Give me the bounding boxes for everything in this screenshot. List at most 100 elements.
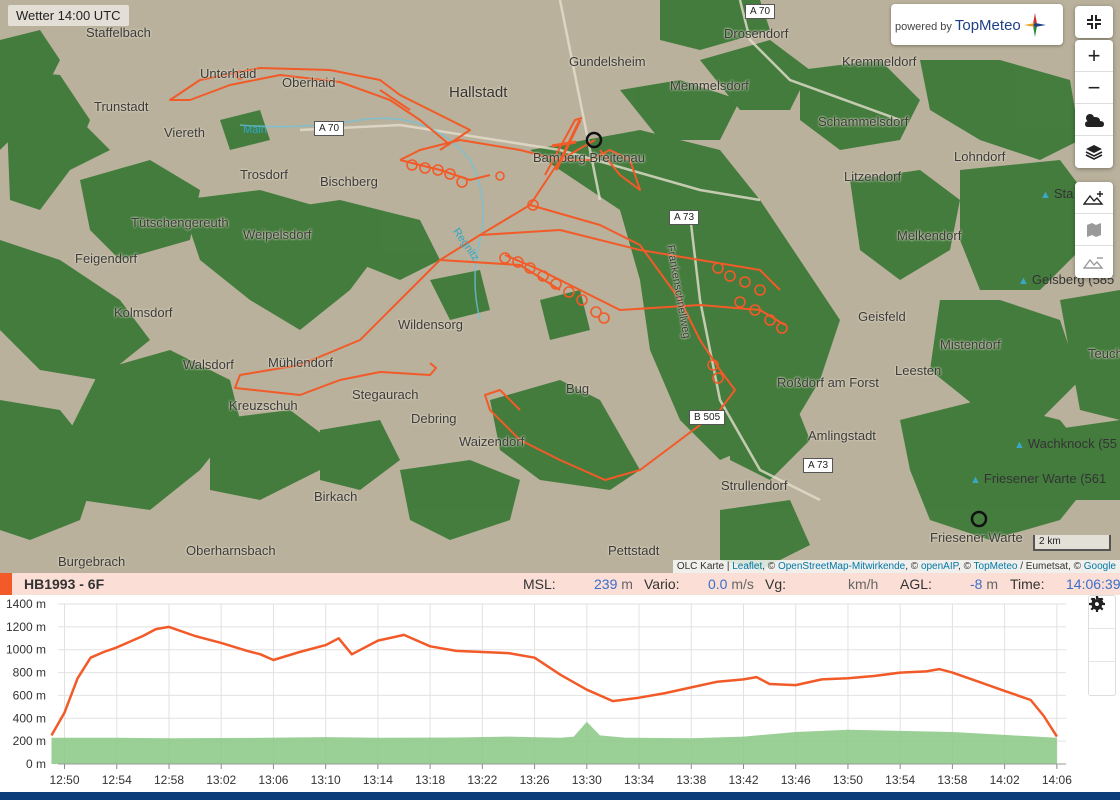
place-label: Burgebrach: [58, 554, 126, 569]
collapse-icon: [1087, 15, 1101, 29]
place-label: Amlingstadt: [808, 428, 876, 443]
zoom-out-button[interactable]: −: [1075, 72, 1113, 104]
openaip-link[interactable]: openAIP: [920, 561, 959, 572]
osm-link[interactable]: OpenStreetMap-Mitwirkende: [777, 561, 906, 572]
finish-turnpoint: [970, 510, 988, 528]
vg-label: Vg:: [765, 576, 787, 592]
compass-star-icon: [1023, 12, 1046, 37]
place-label: Memmelsdorf: [670, 78, 749, 93]
msl-unit: m: [621, 576, 633, 592]
altitude-profile[interactable]: 0 m 200 m 400 m 600 m 800 m 1000 m 1200 m 1400 …: [0, 595, 1120, 792]
place-label: Staffelbach: [86, 25, 151, 40]
powered-by-text: powered by: [895, 20, 952, 33]
place-label: Teuch: [1088, 346, 1120, 361]
place-label: Weipelsdorf: [243, 227, 312, 242]
terrain-add-button[interactable]: [1075, 182, 1113, 214]
river-label: Main: [243, 124, 267, 136]
topmeteo-brand: TopMeteo: [954, 17, 1021, 34]
ground-elevation-area: [51, 721, 1057, 764]
time-readout: 14:06:39: [1066, 576, 1120, 592]
agl-value: -8: [970, 576, 983, 592]
weather-layer-button[interactable]: [1075, 104, 1113, 136]
layers-icon: [1085, 145, 1103, 160]
x-tick-label: 12:50: [50, 773, 80, 787]
x-tick-label: 13:02: [206, 773, 236, 787]
x-tick-label: 13:22: [467, 773, 497, 787]
peak-label: ▲ Sta: [1040, 186, 1074, 201]
magnet-icon: [1092, 598, 1102, 610]
place-label: Litzendorf: [844, 169, 902, 184]
place-label: Kolmsdorf: [114, 305, 173, 320]
place-label: Bug: [566, 381, 590, 396]
agl-label: AGL:: [900, 576, 932, 592]
y-tick-label: 600 m: [13, 688, 46, 702]
x-tick-label: 13:18: [415, 773, 445, 787]
zoom-in-button[interactable]: +: [1075, 40, 1113, 72]
bottom-strip: [0, 792, 1120, 800]
leaflet-link[interactable]: Leaflet: [732, 561, 763, 572]
terrain-remove-icon: [1083, 257, 1104, 269]
altitude-chart[interactable]: 0 m 200 m 400 m 600 m 800 m 1000 m 1200 m 1400 …: [0, 595, 1085, 792]
x-tick-label: 13:58: [937, 773, 967, 787]
msl-label: MSL:: [523, 576, 556, 592]
vario-label: Vario:: [644, 576, 680, 592]
place-label: Oberharnsbach: [186, 543, 276, 558]
x-tick-label: 13:26: [520, 773, 550, 787]
road-shield: A 70: [314, 121, 345, 136]
flight-color-swatch: [0, 573, 12, 595]
x-tick-label: 13:06: [258, 773, 288, 787]
x-tick-label: 14:02: [990, 773, 1020, 787]
topmeteo-logo[interactable]: powered by TopMeteo: [891, 4, 1063, 45]
x-tick-label: 13:54: [885, 773, 915, 787]
x-tick-label: 13:10: [311, 773, 341, 787]
place-label: Drosendorf: [724, 26, 789, 41]
vario-unit: m/s: [731, 576, 754, 592]
topmeteo-link[interactable]: TopMeteo: [973, 561, 1018, 572]
place-label: Wildensorg: [398, 317, 464, 332]
place-label: Tütschengereuth: [131, 215, 229, 230]
map-pins-button[interactable]: [1075, 214, 1113, 246]
road-shield: A 73: [803, 458, 834, 473]
x-tick-label: 13:42: [728, 773, 758, 787]
live-tracking-button[interactable]: [1089, 597, 1115, 662]
y-tick-label: 200 m: [13, 734, 46, 748]
place-label: Walsdorf: [183, 357, 234, 372]
vario-readout: 0.0 m/s: [708, 576, 754, 592]
snap-button[interactable]: [1089, 598, 1115, 695]
place-label: Geisfeld: [858, 309, 906, 324]
place-label: Feigendorf: [75, 251, 138, 266]
time-label: Time:: [1010, 576, 1045, 592]
place-label: Viereth: [164, 125, 205, 140]
place-label: Gundelsheim: [569, 54, 646, 69]
road-shield: A 70: [745, 4, 776, 19]
map-pins-icon: [1087, 222, 1101, 237]
agl-readout: -8 m: [970, 576, 998, 592]
msl-value: 239: [594, 576, 618, 592]
x-tick-label: 13:46: [781, 773, 811, 787]
y-tick-label: 0 m: [26, 757, 46, 771]
peak-icon: ▲: [1018, 275, 1029, 287]
google-link[interactable]: Google: [1083, 561, 1116, 572]
layers-button[interactable]: [1075, 136, 1113, 168]
forest-areas: [0, 0, 1120, 570]
place-label: Bischberg: [320, 174, 378, 189]
peak-icon: ▲: [1014, 439, 1025, 451]
peak-icon: ▲: [1040, 189, 1051, 201]
place-label: Roßdorf am Forst: [777, 375, 879, 390]
place-label: Friesener Warte: [930, 530, 1023, 545]
place-label: Strullendorf: [721, 478, 788, 493]
x-tick-label: 13:30: [572, 773, 602, 787]
road-shield: A 73: [669, 210, 700, 225]
terrain-remove-button[interactable]: [1075, 246, 1113, 278]
vg-readout: km/h: [848, 576, 878, 592]
x-tick-label: 13:38: [676, 773, 706, 787]
map-view[interactable]: Staffelbach Unterhaid Oberhaid Trunstadt…: [0, 0, 1120, 573]
time-value: 14:06:39: [1066, 576, 1120, 592]
place-label: Birkach: [314, 489, 358, 504]
map-scale: 2 km: [1033, 535, 1111, 551]
place-label: Lohndorf: [954, 149, 1006, 164]
place-label: Debring: [411, 411, 457, 426]
place-label: Oberhaid: [282, 75, 336, 90]
collapse-button[interactable]: [1075, 6, 1113, 38]
place-label: Stegaurach: [352, 387, 419, 402]
